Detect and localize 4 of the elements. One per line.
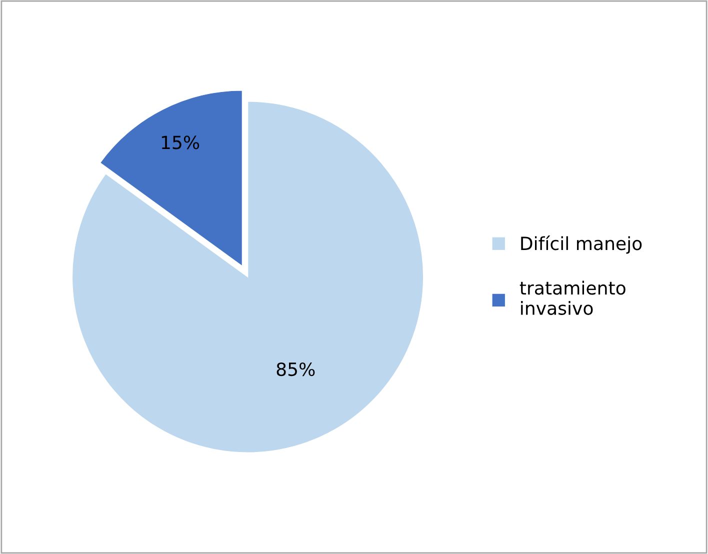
legend-label: Difícil manejo — [521, 236, 642, 254]
data-label: 15% — [162, 136, 200, 150]
data-label: 85% — [276, 362, 315, 376]
legend-label: tratamiento invasivo — [520, 280, 626, 315]
